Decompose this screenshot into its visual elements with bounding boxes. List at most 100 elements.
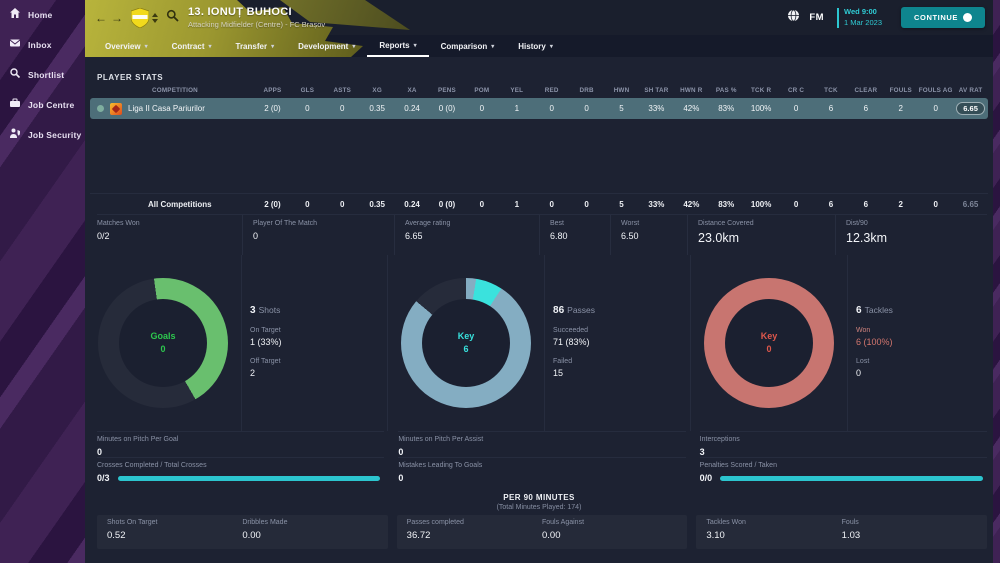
tackles-stats: 6 Tackles Won 6 (100%) Lost 0 xyxy=(848,255,993,431)
minutes-per-assist: Minutes on Pitch Per Assist 0 xyxy=(398,431,686,457)
column-header[interactable]: COMPETITION xyxy=(152,86,198,94)
column-header[interactable]: CR C xyxy=(787,86,805,94)
stat-cell: 0 (0) xyxy=(438,104,456,113)
stat-cell: 100% xyxy=(750,104,772,113)
fm-globe-icon[interactable] xyxy=(787,9,800,27)
player-cycle-icon[interactable] xyxy=(152,12,158,23)
per90-panels: Shots On Target 0.52 Dribbles Made 0.00 … xyxy=(97,515,987,549)
tab-overview[interactable]: Overview ▾ xyxy=(93,35,160,57)
column-header[interactable]: FOULS xyxy=(889,86,912,94)
sidebar-item-inbox[interactable]: Inbox xyxy=(0,30,85,60)
sidebar-item-home[interactable]: Home xyxy=(0,0,85,30)
column-header[interactable]: CLEAR xyxy=(854,86,878,94)
back-arrow-icon[interactable]: ← xyxy=(95,10,107,25)
column-header[interactable]: TCK R xyxy=(751,86,772,94)
tackles-unit: Tackles xyxy=(864,305,893,315)
tab-label: Comparison xyxy=(440,41,488,51)
tab-bar: Overview ▾ Contract ▾ Transfer ▾ Developmen… xyxy=(93,35,565,57)
column-header[interactable]: PENS xyxy=(438,86,456,94)
per90-tackles-won: Tackles Won 3.10 xyxy=(706,519,841,545)
stat-cell: 0 xyxy=(584,104,589,113)
sidebar-item-shortlist[interactable]: Shortlist xyxy=(0,60,85,90)
tab-contract[interactable]: Contract ▾ xyxy=(160,35,224,57)
stat-cell: 33% xyxy=(648,104,665,113)
sidebar: Home Inbox Shortlist Job Centre Job Secu… xyxy=(0,0,85,563)
sidebar-item-job-security[interactable]: Job Security xyxy=(0,120,85,150)
column-header[interactable]: HWN xyxy=(613,86,630,94)
detail-value: 0 xyxy=(398,473,404,483)
column-header[interactable]: YEL xyxy=(510,86,524,94)
total-cell: 0 xyxy=(305,200,310,209)
column-header[interactable]: PAS % xyxy=(715,86,737,94)
stat-cell: 6 xyxy=(828,104,834,113)
column-header[interactable]: ASTS xyxy=(333,86,352,94)
total-cell: 33% xyxy=(648,200,665,209)
stat-cell: 0.35 xyxy=(369,104,385,113)
forward-arrow-icon[interactable]: → xyxy=(111,10,123,25)
game-day: 1 Mar 2023 xyxy=(844,17,882,27)
column-header[interactable]: SH TAR xyxy=(644,86,669,94)
date-accent-bar xyxy=(837,7,840,28)
summary-matches-won: Matches Won 0/2 xyxy=(97,215,243,255)
stat-cell: 6 xyxy=(863,104,869,113)
summary-value: 6.50 xyxy=(621,231,639,241)
total-cell: 0 xyxy=(933,200,938,209)
shots-donut-zone: Goals 0 xyxy=(85,255,243,431)
succeeded-label: Succeeded xyxy=(553,327,589,334)
total-cell: 6 xyxy=(828,200,834,209)
total-cell: 0 xyxy=(479,200,485,209)
per90-dribbles-made: Dribbles Made 0.00 xyxy=(242,519,377,545)
chevron-down-icon: ▾ xyxy=(549,43,553,50)
tab-label: Reports xyxy=(379,40,410,50)
chevron-down-icon: ▾ xyxy=(271,43,275,50)
summary-label: Matches Won xyxy=(97,220,140,227)
tab-label: Contract xyxy=(171,41,205,51)
column-header[interactable]: APPS xyxy=(263,86,282,94)
column-header[interactable]: RED xyxy=(544,86,559,94)
tackles-total: 6 xyxy=(856,305,862,316)
per90-shots-on-target: Shots On Target 0.52 xyxy=(107,519,242,545)
column-header[interactable]: XG xyxy=(372,86,382,94)
tab-development[interactable]: Development ▾ xyxy=(286,35,367,57)
column-header[interactable]: AV RAT xyxy=(958,86,983,94)
donut-center-value: 0 xyxy=(160,344,166,354)
total-cell: 2 xyxy=(898,200,903,209)
column-header[interactable]: DRB xyxy=(579,86,594,94)
club-crest-icon[interactable] xyxy=(131,7,158,28)
per90-fouls-against: Fouls Against 0.00 xyxy=(542,519,677,545)
detail-value: 3 xyxy=(699,447,705,457)
column-header[interactable]: POM xyxy=(474,86,490,94)
column-header[interactable]: TCK xyxy=(824,86,838,94)
tab-history[interactable]: History ▾ xyxy=(506,35,565,57)
total-cell: 0 (0) xyxy=(438,200,456,209)
tab-comparison[interactable]: Comparison ▾ xyxy=(429,35,507,57)
tab-reports[interactable]: Reports ▾ xyxy=(367,35,429,57)
crosses-progress-bar xyxy=(117,475,381,481)
column-header[interactable]: XA xyxy=(407,86,417,94)
succeeded-value: 71 (83%) xyxy=(553,337,590,347)
tab-transfer[interactable]: Transfer ▾ xyxy=(224,35,287,57)
totals-section: All Competitions 2 (0) 0 0 0.35 0.24 0 (… xyxy=(90,193,988,214)
penalties-progress-bar xyxy=(720,475,983,481)
sidebar-item-label: Home xyxy=(28,10,53,20)
off-target-value: 2 xyxy=(250,368,256,378)
summary-distance-covered: Distance Covered 23.0km xyxy=(688,215,836,255)
passes-stats: 86 Passes Succeeded 71 (83%) Failed 15 xyxy=(545,255,690,431)
search-icon[interactable] xyxy=(166,9,179,27)
column-header[interactable]: GLS xyxy=(300,86,315,94)
topbar-left: ← → 13. IONUȚ BUHOCI Attacking Midfielde… xyxy=(93,0,325,35)
total-cell: 2 (0) xyxy=(264,200,281,209)
mistakes-leading-to-goals: Mistakes Leading To Goals 0 xyxy=(398,457,686,483)
competition-row[interactable]: Liga II Casa Pariurilor 2 (0) 0 0 0.35 0… xyxy=(90,98,988,119)
sidebar-item-job-centre[interactable]: Job Centre xyxy=(0,90,85,120)
stat-cell: 1 xyxy=(514,104,520,113)
column-header[interactable]: FOULS AG xyxy=(918,86,953,94)
failed-value: 15 xyxy=(553,368,564,378)
column-header[interactable]: HWN R xyxy=(680,86,703,94)
continue-button[interactable]: CONTINUE → xyxy=(901,7,985,28)
per90-passes-completed: Passes completed 36.72 xyxy=(407,519,542,545)
won-label: Won xyxy=(856,327,871,334)
tackles-donut-zone: Key 0 xyxy=(691,255,849,431)
shortlist-icon xyxy=(9,66,21,84)
